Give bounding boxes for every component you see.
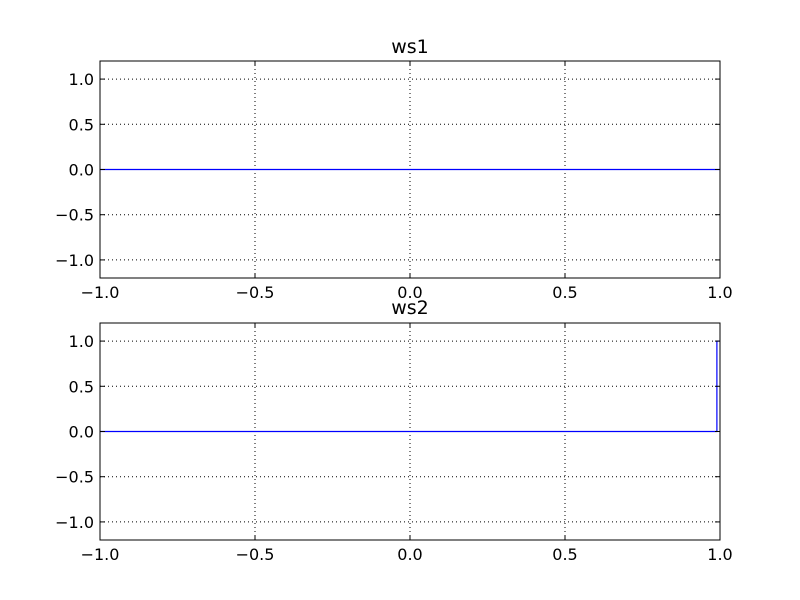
y-tick-label: 0.5 <box>69 377 94 396</box>
x-tick-label: −0.5 <box>236 283 275 302</box>
x-tick-label: 1.0 <box>707 283 732 302</box>
x-tick-label: −0.5 <box>236 545 275 564</box>
y-tick-label: −1.0 <box>55 513 94 532</box>
x-tick-label: 0.5 <box>552 545 577 564</box>
subplot-ws1: ws1 −1.0 −0.5 0.0 0.5 1.0 1.0 0.5 0.0 −0.5 −1.0 <box>55 36 733 302</box>
y-tick-label: 0.0 <box>69 161 94 180</box>
subplot-ws2: ws2 −1.0 −0.5 0.0 0.5 1.0 1.0 0.5 0.0 −0.5 −1.0 <box>55 297 733 564</box>
y-tick-label: 0.0 <box>69 423 94 442</box>
x-tick-label: −1.0 <box>81 545 120 564</box>
x-tick-label: 0.0 <box>397 283 422 302</box>
x-tick-label: 0.5 <box>552 283 577 302</box>
x-tick-label: 0.0 <box>397 545 422 564</box>
y-tick-label: 1.0 <box>69 70 94 89</box>
chart-title: ws2 <box>391 297 429 319</box>
y-tick-label: −0.5 <box>55 468 94 487</box>
y-tick-label: −1.0 <box>55 251 94 270</box>
x-tick-label: −1.0 <box>81 283 120 302</box>
y-tick-label: 0.5 <box>69 115 94 134</box>
y-tick-label: −0.5 <box>55 206 94 225</box>
chart-title: ws1 <box>391 36 429 58</box>
x-tick-label: 1.0 <box>707 545 732 564</box>
y-tick-label: 1.0 <box>69 332 94 351</box>
